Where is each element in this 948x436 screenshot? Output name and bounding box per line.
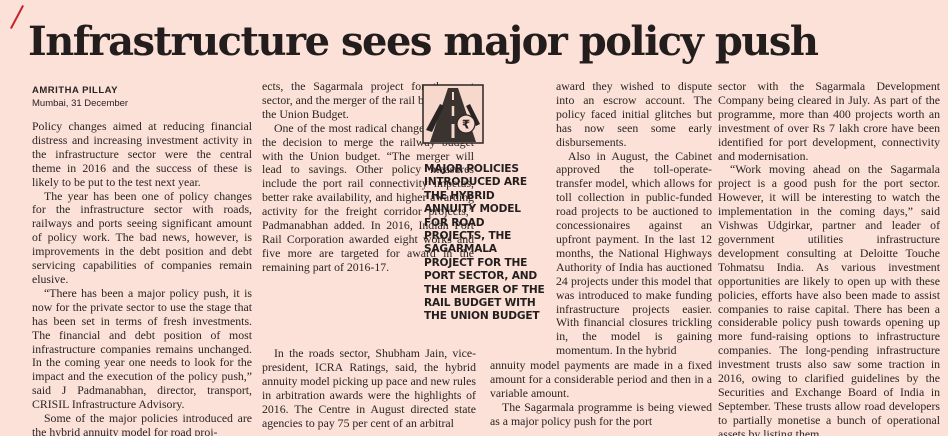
- red-mark-icon: [10, 5, 24, 29]
- byline: AMRITHA PILLAY Mumbai, 31 December: [32, 84, 128, 110]
- paragraph: Some of the major policies introduced ar…: [32, 411, 252, 436]
- paragraph: One of the most radical changes has been…: [262, 120, 474, 274]
- column-3-continued: annuity model payments are made in a fix…: [490, 358, 712, 429]
- paragraph: “There has been a major policy push, it …: [32, 285, 252, 412]
- author-name: AMRITHA PILLAY: [32, 85, 118, 96]
- paragraph: sector with the Sagarmala Development Co…: [718, 79, 940, 163]
- road-and-rupee-icon: ₹: [422, 84, 484, 144]
- column-3: award they wished to dispute into an esc…: [556, 79, 712, 358]
- paragraph: “Work moving ahead on the Sagarmala proj…: [718, 162, 940, 436]
- pull-quote: MAJOR POLICIES INTRODUCED ARE THE HYBRID…: [424, 163, 545, 323]
- column-1: Policy changes aimed at reducing financi…: [32, 119, 252, 436]
- paragraph: Also in August, the Cabinet approved the…: [556, 148, 712, 358]
- paragraph: The Sagarmala programme is being viewed …: [490, 399, 712, 428]
- paragraph: In the roads sector, Shubham Jain, vice-…: [262, 346, 476, 430]
- paragraph: award they wished to dispute into an esc…: [556, 79, 712, 149]
- svg-text:₹: ₹: [462, 118, 470, 132]
- paragraph: Policy changes aimed at reducing financi…: [32, 119, 252, 189]
- paragraph: The year has been one of policy changes …: [32, 188, 252, 286]
- dateline: Mumbai, 31 December: [32, 98, 129, 109]
- paragraph: annuity model payments are made in a fix…: [490, 358, 712, 400]
- paragraph: ects, the Sagarmala project for the port…: [262, 79, 474, 121]
- column-2: ects, the Sagarmala project for the port…: [262, 79, 474, 275]
- column-4: sector with the Sagarmala Development Co…: [718, 79, 940, 436]
- headline: Infrastructure sees major policy push: [28, 18, 819, 65]
- column-2-continued: In the roads sector, Shubham Jain, vice-…: [262, 346, 476, 430]
